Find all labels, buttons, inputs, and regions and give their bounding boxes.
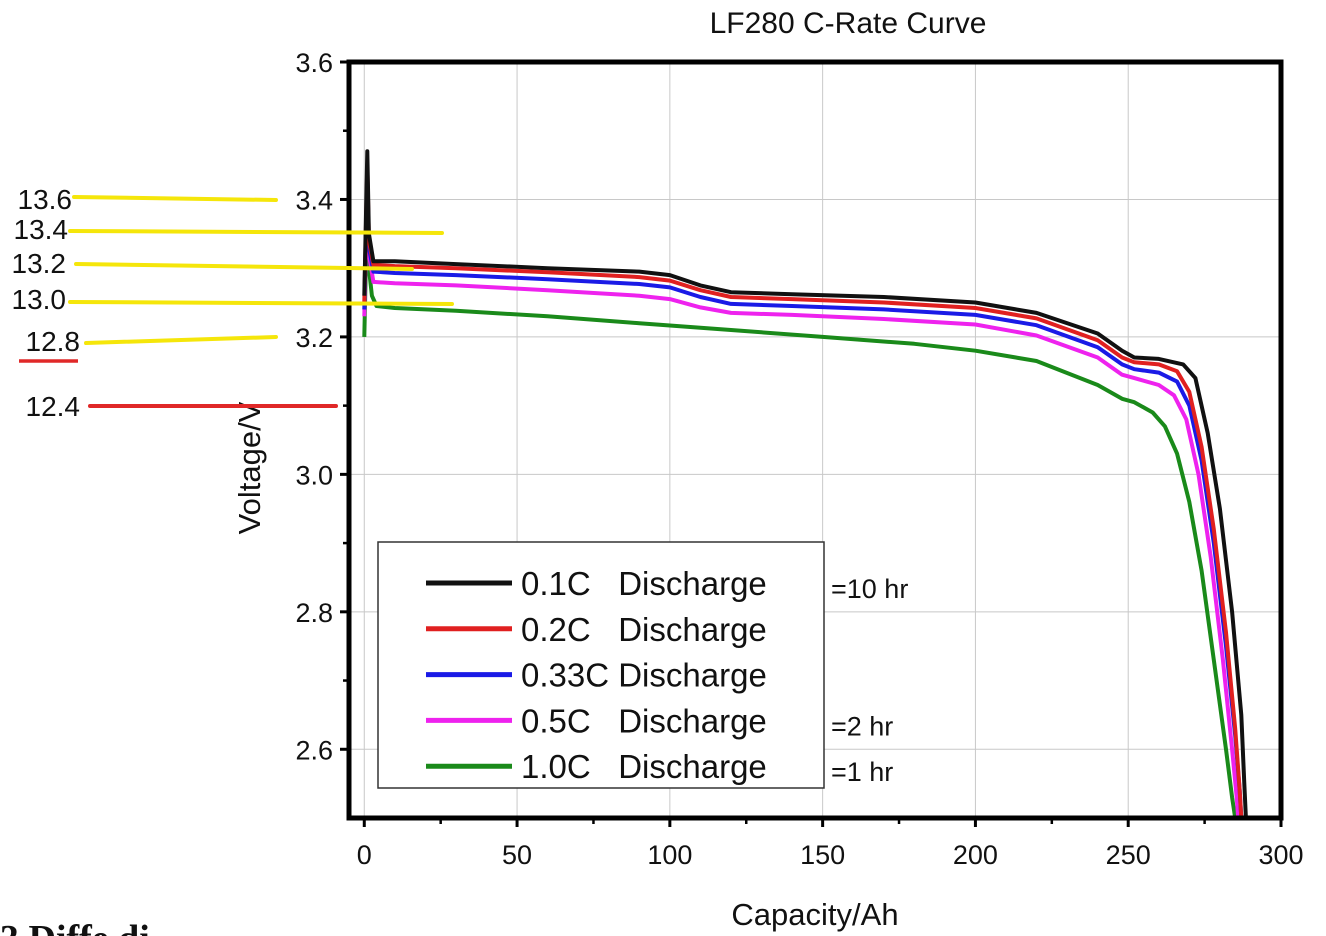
series-lines: [362, 149, 1248, 819]
x-tick-label: 200: [953, 840, 998, 870]
pack-voltage-label: 13.2: [12, 248, 67, 279]
x-tick-label: 150: [800, 840, 845, 870]
y-tick-label: 3.0: [295, 460, 333, 490]
plot-frame: [346, 59, 1284, 821]
series-line: [362, 163, 1244, 819]
pack-voltage-line: [68, 229, 444, 235]
y-tick-label: 2.8: [295, 598, 333, 628]
x-tick-label: 50: [502, 840, 532, 870]
chart-title: LF280 C-Rate Curve: [710, 7, 987, 40]
y-tick-label: 3.4: [295, 185, 333, 215]
pack-voltage-line: [84, 335, 278, 345]
series-line: [362, 149, 1248, 819]
x-axis-label: Capacity/Ah: [731, 897, 898, 932]
series-line: [362, 170, 1244, 819]
legend-entry: 1.0C Discharge: [521, 748, 767, 785]
legend-entry: 0.2C Discharge: [521, 611, 767, 648]
pack-voltage-line: [68, 300, 454, 306]
x-tick-label: 300: [1258, 840, 1303, 870]
footer-text: 3 Diffe di: [0, 918, 150, 936]
x-tick-label: 250: [1106, 840, 1151, 870]
x-tick-label: 0: [357, 840, 372, 870]
x-tick-label: 100: [647, 840, 692, 870]
series-line: [362, 176, 1241, 819]
legend-note: =2 hr: [831, 711, 893, 741]
axis-ticks: 0 50 100 150 200 250 300 2.6 2.8 3.0 3.2 3.4 3.6: [295, 48, 1303, 870]
y-tick-label: 3.6: [295, 48, 333, 78]
pack-voltage-label: 13.0: [12, 284, 67, 315]
pack-voltage-label: 12.4: [26, 391, 81, 422]
y-tick-label: 3.2: [295, 323, 333, 353]
pack-voltage-label: 13.4: [14, 214, 69, 245]
pack-voltage-label: 12.8: [26, 326, 81, 357]
legend: 0.1C Discharge 0.2C Discharge 0.33C Discha…: [377, 541, 908, 789]
series-line: [362, 197, 1238, 819]
legend-entry: 0.33C Discharge: [521, 657, 767, 694]
legend-entry: 0.1C Discharge: [521, 565, 767, 602]
pack-voltage-annotations: 13.613.413.2 13.0 12.8 12.4: [12, 184, 454, 422]
pack-voltage-label: 13.6: [18, 184, 73, 215]
y-axis-label: Voltage/V: [232, 401, 267, 534]
y-tick-label: 2.6: [295, 735, 333, 765]
legend-entry: 0.5C Discharge: [521, 702, 767, 739]
legend-note: =10 hr: [831, 574, 908, 604]
legend-note: =1 hr: [831, 757, 893, 787]
pack-voltage-line: [72, 195, 278, 202]
pack-voltage-line: [74, 262, 414, 271]
